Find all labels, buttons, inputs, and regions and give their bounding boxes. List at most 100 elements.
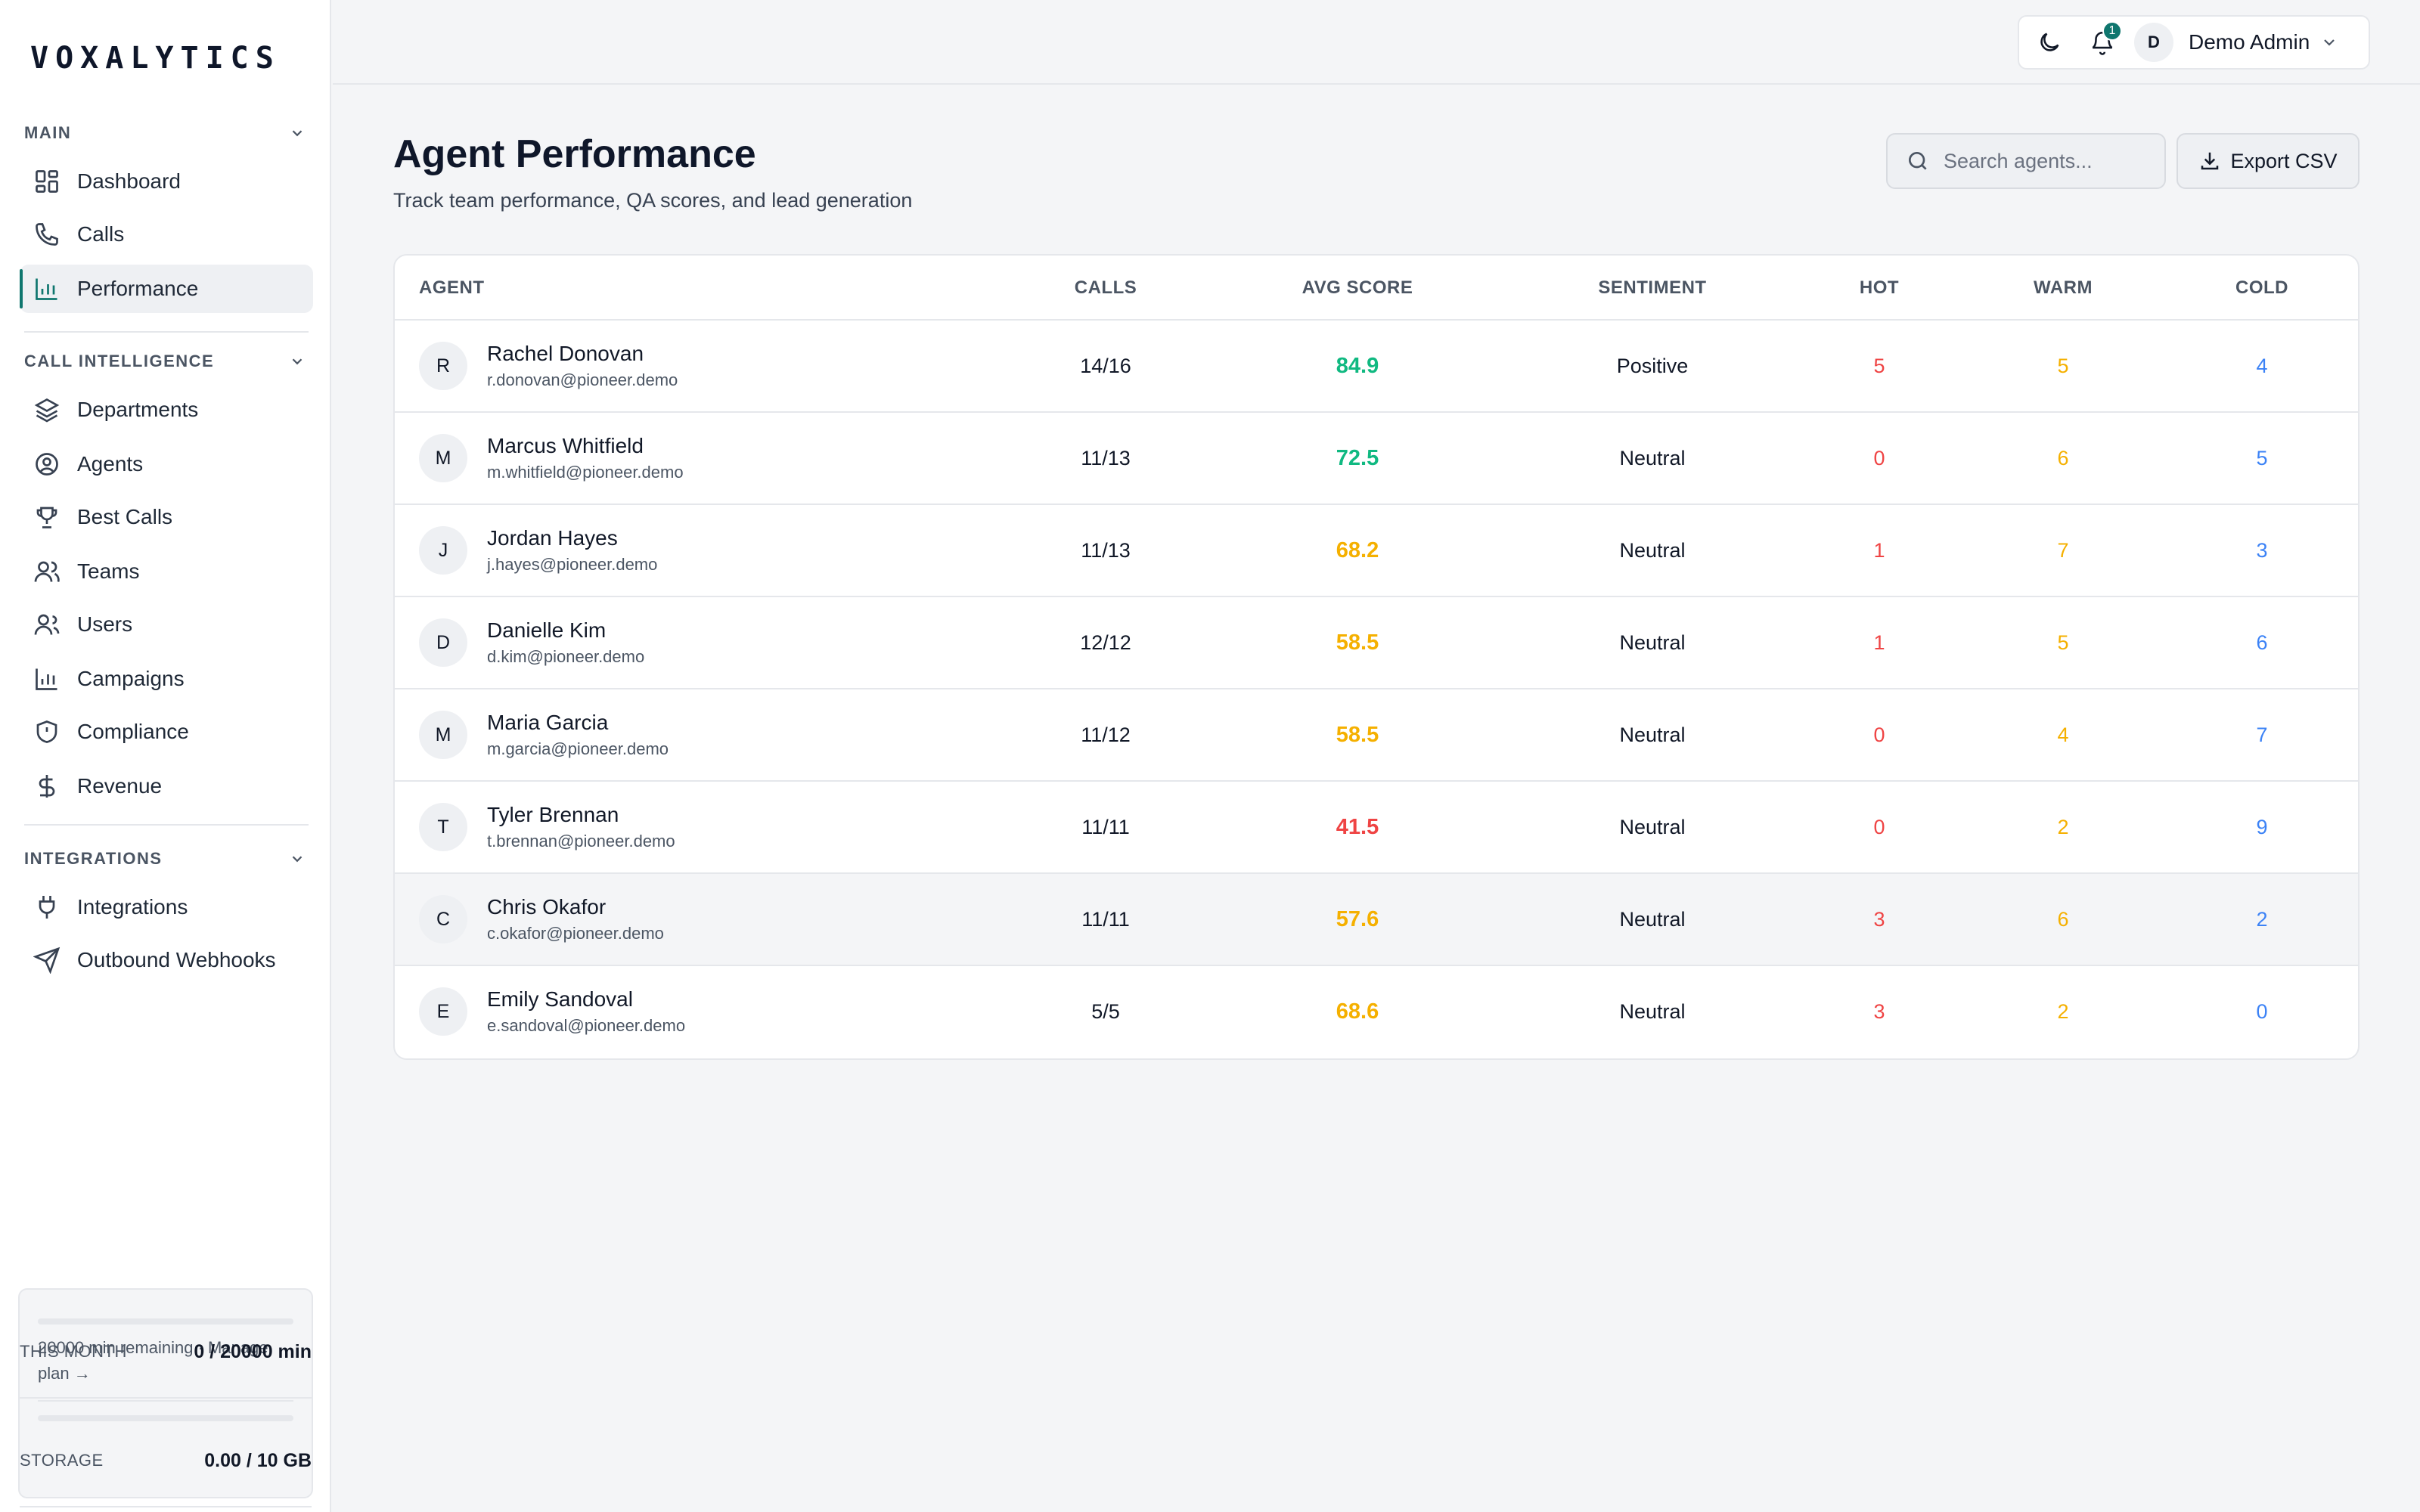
usage-storage-progress [38, 1415, 293, 1421]
section-header-call-intelligence[interactable]: CALL INTELLIGENCE [24, 346, 306, 376]
sidebar-item-campaigns[interactable]: Campaigns [20, 655, 313, 703]
bar-chart-icon [36, 668, 57, 690]
avg-score-cell: 72.5 [1336, 445, 1379, 470]
table-row[interactable]: T Tyler Brennan t.brennan@pioneer.demo 1… [395, 782, 2358, 874]
sidebar-item-label: Compliance [77, 720, 189, 743]
sidebar-item-teams[interactable]: Teams [20, 547, 313, 596]
user-menu-name[interactable]: Demo Admin [2189, 30, 2310, 54]
theme-toggle-button[interactable] [2031, 24, 2068, 60]
page-title: Agent Performance [393, 132, 756, 176]
notification-count-badge: 1 [2102, 21, 2122, 41]
notifications-button[interactable]: 1 [2084, 21, 2122, 60]
sentiment-cell: Neutral [1619, 815, 1686, 838]
calls-cell: 11/13 [1081, 538, 1131, 562]
agent-avatar: C [419, 895, 467, 943]
sentiment-cell: Neutral [1619, 907, 1686, 931]
search-box[interactable] [1886, 133, 2166, 189]
agent-name[interactable]: Rachel Donovan [487, 342, 644, 365]
column-header-cold[interactable]: COLD [2235, 277, 2288, 298]
search-icon [1909, 152, 1927, 170]
avg-score-cell: 58.5 [1336, 630, 1379, 655]
agent-email: m.garcia@pioneer.demo [487, 739, 669, 758]
send-icon [33, 947, 60, 974]
sidebar-item-dashboard[interactable]: Dashboard [20, 157, 313, 206]
table-row[interactable]: M Marcus Whitfield m.whitfield@pioneer.d… [395, 413, 2358, 505]
table-row[interactable]: C Chris Okafor c.okafor@pioneer.demo 11/… [395, 874, 2358, 966]
hot-leads-cell: 0 [1873, 723, 1885, 746]
search-input[interactable] [1944, 149, 2163, 173]
usage-note-manage-plan[interactable]: 20000 min remaining · Manage plan → [38, 1338, 268, 1383]
agent-name[interactable]: Tyler Brennan [487, 803, 619, 826]
sidebar-item-users[interactable]: Users [20, 600, 313, 649]
usage-storage-row: STORAGE 0.00 / 10 GB [20, 1415, 312, 1507]
avg-score-cell: 58.5 [1336, 722, 1379, 747]
sidebar-item-performance[interactable]: Performance [20, 265, 313, 313]
sidebar-item-label: Departments [77, 398, 199, 421]
sidebar-item-label: Dashboard [77, 169, 181, 193]
sidebar-item-agents[interactable]: Agents [20, 440, 313, 488]
sidebar-item-departments[interactable]: Departments [20, 386, 313, 434]
shield-icon [36, 720, 57, 743]
column-header-avg-score[interactable]: AVG SCORE [1302, 277, 1413, 298]
table-header: AGENT CALLS AVG SCORE SENTIMENT HOT WARM… [395, 256, 2358, 321]
agent-avatar: R [419, 342, 467, 390]
agent-name[interactable]: Danielle Kim [487, 618, 607, 642]
agent-name[interactable]: Chris Okafor [487, 895, 607, 919]
table-row[interactable]: E Emily Sandoval e.sandoval@pioneer.demo… [395, 966, 2358, 1058]
table-row[interactable]: R Rachel Donovan r.donovan@pioneer.demo … [395, 321, 2358, 413]
calls-cell: 11/11 [1081, 815, 1130, 838]
column-header-sentiment[interactable]: SENTIMENT [1598, 277, 1707, 298]
sidebar-item-label: Teams [77, 559, 140, 583]
user-avatar[interactable]: D [2134, 23, 2173, 62]
section-header-integrations[interactable]: INTEGRATIONS [24, 844, 306, 874]
sidebar-item-integrations[interactable]: Integrations [20, 883, 313, 931]
calls-cell: 11/11 [1081, 907, 1130, 931]
sentiment-cell: Neutral [1619, 538, 1686, 562]
sidebar-item-label: Campaigns [77, 667, 185, 690]
agent-avatar: D [419, 618, 467, 667]
agent-email: t.brennan@pioneer.demo [487, 832, 675, 850]
sidebar-item-calls[interactable]: Calls [20, 210, 313, 259]
section-header-main[interactable]: MAIN [24, 118, 306, 148]
trophy-icon [36, 507, 57, 528]
agent-name[interactable]: Maria Garcia [487, 711, 609, 734]
column-header-warm[interactable]: WARM [2034, 277, 2093, 298]
cold-leads-cell: 2 [2256, 907, 2268, 931]
cold-leads-cell: 3 [2256, 538, 2268, 562]
agent-avatar: T [419, 803, 467, 851]
sidebar-item-outbound-webhooks[interactable]: Outbound Webhooks [20, 936, 313, 984]
agent-avatar: M [419, 434, 467, 482]
app-logo[interactable]: VOXALYTICS [30, 41, 281, 76]
export-csv-button[interactable]: Export CSV [2176, 133, 2360, 189]
topbar-actions: 1 D Demo Admin [2018, 15, 2370, 70]
sidebar-item-label: Outbound Webhooks [77, 948, 276, 971]
calls-cell: 12/12 [1080, 631, 1131, 654]
chevron-down-icon[interactable] [2320, 33, 2338, 51]
column-header-hot[interactable]: HOT [1859, 277, 1900, 298]
table-row[interactable]: J Jordan Hayes j.hayes@pioneer.demo 11/1… [395, 505, 2358, 597]
sidebar-item-revenue[interactable]: Revenue [20, 762, 313, 810]
sidebar-divider [24, 331, 309, 333]
bar-chart-icon [36, 278, 57, 300]
chevron-down-icon [292, 358, 302, 365]
warm-leads-cell: 2 [2057, 999, 2069, 1023]
sidebar-item-best-calls[interactable]: Best Calls [20, 493, 313, 541]
cold-leads-cell: 0 [2256, 999, 2268, 1023]
table-row[interactable]: D Danielle Kim d.kim@pioneer.demo 12/12 … [395, 597, 2358, 689]
agent-name[interactable]: Marcus Whitfield [487, 434, 644, 457]
chevron-down-icon [292, 130, 302, 137]
hot-leads-cell: 0 [1873, 446, 1885, 469]
usage-storage-value: 0.00 / 10 GB [204, 1449, 312, 1471]
sentiment-cell: Neutral [1619, 999, 1686, 1023]
column-header-calls[interactable]: CALLS [1074, 277, 1137, 298]
column-header-agent[interactable]: AGENT [419, 277, 485, 298]
calls-cell: 11/13 [1081, 446, 1131, 469]
agent-email: e.sandoval@pioneer.demo [487, 1016, 686, 1035]
sidebar-item-compliance[interactable]: Compliance [20, 708, 313, 756]
sidebar: VOXALYTICS MAIN Dashboard Calls Performa… [0, 0, 331, 1512]
agent-name[interactable]: Jordan Hayes [487, 526, 618, 550]
table-row[interactable]: M Maria Garcia m.garcia@pioneer.demo 11/… [395, 689, 2358, 782]
hot-leads-cell: 0 [1873, 815, 1885, 838]
agent-name[interactable]: Emily Sandoval [487, 987, 633, 1011]
sidebar-divider [24, 824, 309, 826]
